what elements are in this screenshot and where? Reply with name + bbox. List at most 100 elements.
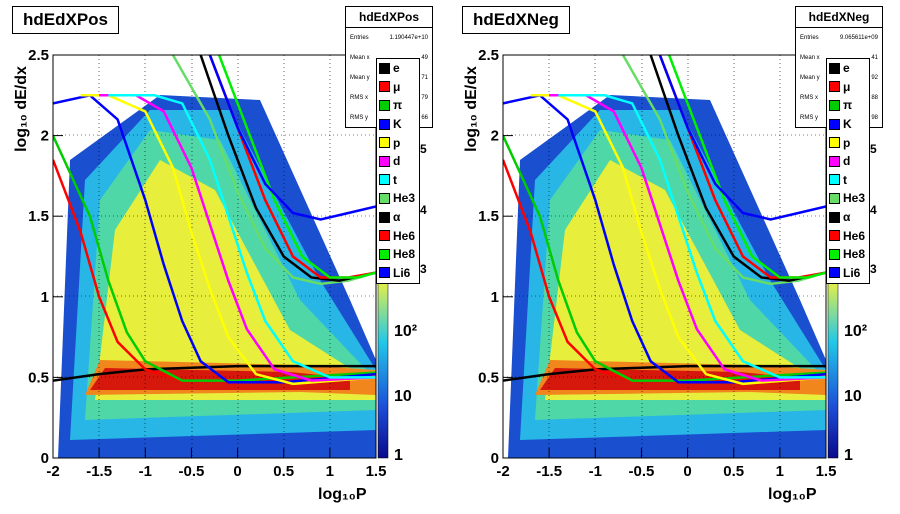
y-tick-label: 0	[41, 450, 49, 467]
y-tick-label: 2	[491, 128, 499, 145]
colorbar-partial-label: 4	[420, 203, 427, 217]
legend-item: Li6	[827, 264, 869, 283]
band-e	[503, 364, 826, 382]
band-α	[649, 55, 826, 282]
legend-marker	[829, 137, 840, 149]
legend-label: μ	[393, 79, 401, 94]
legend-item: K	[377, 115, 419, 134]
histogram-title: hdEdXNeg	[462, 6, 570, 34]
x-tick-label: 0.5	[273, 463, 294, 480]
x-tick-label: 0.5	[723, 463, 744, 480]
legend-label: He6	[393, 228, 416, 243]
band-Li6	[208, 55, 376, 221]
legend-label: π	[393, 98, 403, 113]
legend-label: p	[843, 135, 851, 150]
band-π	[53, 135, 376, 382]
legend-item: α	[827, 208, 869, 227]
legend-item: p	[377, 133, 419, 152]
x-tick-label: 1	[326, 463, 334, 480]
legend-label: d	[393, 154, 401, 169]
legend-marker	[379, 267, 390, 279]
legend-label: He3	[843, 191, 866, 206]
legend-marker	[829, 248, 840, 260]
band-He3	[621, 55, 826, 286]
legend-marker	[829, 230, 840, 242]
x-tick-label: -2	[46, 463, 59, 480]
legend-label: Li6	[843, 265, 861, 280]
plot-pos: -2 -1.5 -1 -0.5 0 0.5 1 1.5 0 0.5 1 1.5 2 2.5	[28, 47, 389, 480]
legend-label: K	[843, 117, 852, 132]
legend-item: e	[377, 59, 419, 78]
x-tick-label: -0.5	[178, 463, 204, 480]
legend-marker	[379, 211, 390, 223]
colorbar-partial-label: 3	[870, 262, 877, 276]
legend-label: d	[843, 154, 851, 169]
legend-item: He3	[827, 189, 869, 208]
legend-marker	[829, 267, 840, 279]
legend-item: He3	[377, 189, 419, 208]
band-d	[99, 94, 376, 382]
legend-marker	[829, 118, 840, 130]
band-p	[530, 94, 826, 386]
legend-marker	[829, 155, 840, 167]
legend-item: Li6	[377, 264, 419, 283]
x-tick-label: -2	[496, 463, 509, 480]
stats-title: hdEdXPos	[346, 7, 432, 28]
legend-label: α	[393, 210, 401, 225]
legend-item: He8	[827, 245, 869, 264]
x-axis-title: log₁₀P	[768, 486, 817, 503]
band-d	[549, 94, 826, 382]
stats-title: hdEdXNeg	[796, 7, 882, 28]
legend-marker	[829, 62, 840, 74]
legend-label: α	[843, 210, 851, 225]
colorbar-label: 10²	[844, 323, 868, 340]
legend-marker	[829, 211, 840, 223]
legend-marker	[379, 174, 390, 186]
y-tick-label: 2	[41, 128, 49, 145]
legend-marker	[379, 192, 390, 204]
band-α	[199, 55, 376, 282]
legend-marker	[379, 81, 390, 93]
x-tick-label: -1	[589, 463, 602, 480]
y-axis-title: log₁₀ dE/dx	[463, 66, 480, 152]
band-He8	[217, 55, 376, 279]
band-He8	[667, 55, 826, 279]
x-tick-label: -1	[139, 463, 152, 480]
legend-label: He8	[843, 247, 866, 262]
y-tick-label: 0	[491, 450, 499, 467]
y-axis-title: log₁₀ dE/dx	[13, 66, 30, 152]
colorbar-partial-label: 5	[870, 142, 877, 156]
colorbar-label: 1	[844, 447, 853, 464]
x-tick-label: -0.5	[628, 463, 654, 480]
x-tick-label: 0	[683, 463, 691, 480]
axes: -2 -1.5 -1 -0.5 0 0.5 1 1.5 0 0.5 1 1.5 2 2.5	[28, 47, 386, 480]
legend-marker	[379, 99, 390, 111]
legend-marker	[379, 62, 390, 74]
band-lines	[503, 55, 826, 386]
legend-label: t	[393, 172, 397, 187]
legend-marker	[379, 118, 390, 130]
band-π	[503, 135, 826, 382]
colorbar-label: 10	[394, 388, 412, 405]
legend-item: He6	[377, 226, 419, 245]
legend-marker	[829, 174, 840, 186]
legend-item: π	[377, 96, 419, 115]
legend-label: p	[393, 135, 401, 150]
legend-item: He8	[377, 245, 419, 264]
colorbar-label: 10²	[394, 323, 418, 340]
x-tick-label: 1	[776, 463, 784, 480]
colorbar-label: 1	[394, 447, 403, 464]
axes: -2 -1.5 -1 -0.5 0 0.5 1 1.5 0 0.5 1 1.5 2 2.5	[478, 47, 836, 480]
legend-marker	[379, 137, 390, 149]
legend-item: p	[827, 133, 869, 152]
legend-item: t	[827, 171, 869, 190]
band-Li6	[658, 55, 826, 221]
legend-item: μ	[827, 78, 869, 97]
y-tick-label: 2.5	[28, 47, 49, 64]
legend-marker	[379, 230, 390, 242]
y-tick-label: 1	[491, 289, 499, 306]
legend-item: He6	[827, 226, 869, 245]
legend-label: K	[393, 117, 402, 132]
